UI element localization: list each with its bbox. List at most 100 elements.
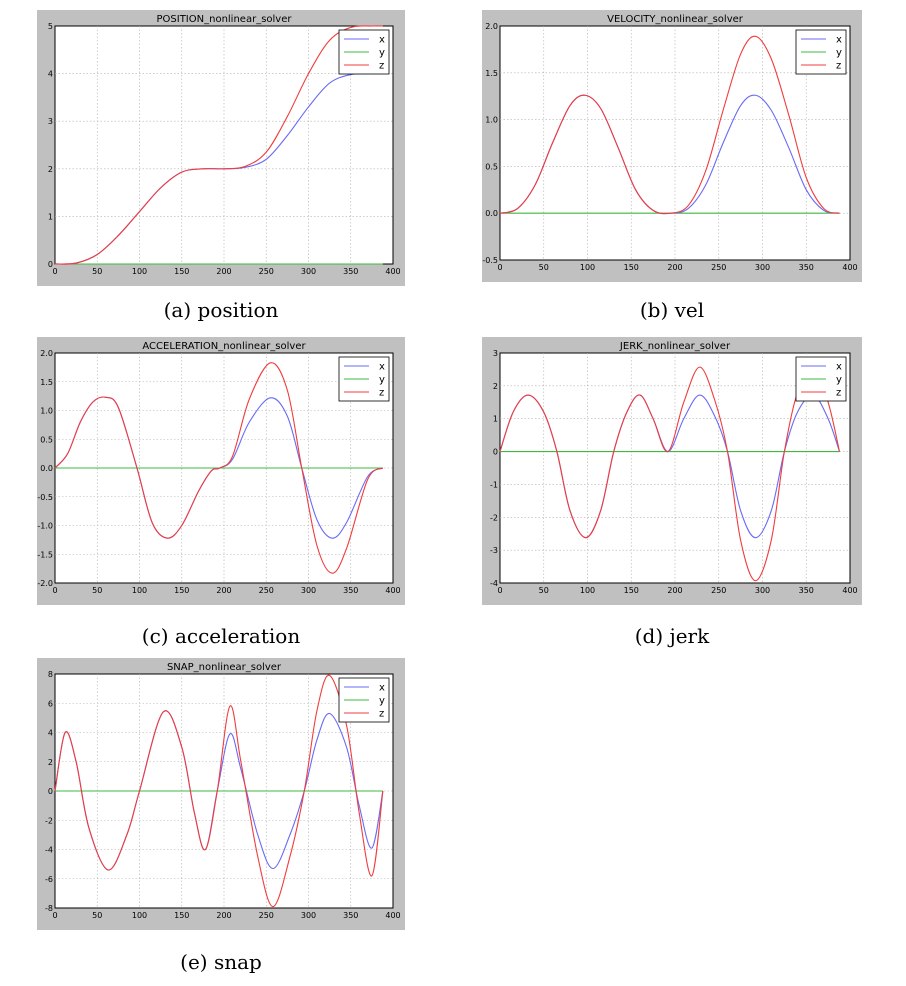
- x-tick-label: 150: [174, 586, 189, 595]
- panel-position: POSITION_nonlinear_solver 0 50 100 150 200 250…: [37, 10, 405, 286]
- x-tick-label: 250: [259, 911, 274, 920]
- y-tick-label: -3: [490, 546, 498, 555]
- x-tick-label: 350: [343, 586, 358, 595]
- series-line-z: [499, 366, 841, 582]
- y-tick-label: -6: [45, 875, 53, 884]
- y-tick-label: 6: [48, 699, 53, 708]
- x-tick-label: 100: [132, 267, 147, 276]
- y-tick-label: 2.0: [485, 22, 498, 31]
- chart-title: JERK_nonlinear_solver: [619, 341, 731, 352]
- x-tick-label: 400: [842, 586, 857, 595]
- x-tick-label: 100: [132, 911, 147, 920]
- y-tick-label: 0.0: [40, 464, 53, 473]
- x-tick-label: 50: [539, 586, 549, 595]
- y-tick-label: 1.0: [485, 116, 498, 125]
- y-tick-label: 5: [48, 22, 53, 31]
- x-tick-label: 0: [52, 911, 57, 920]
- y-tick-label: -4: [490, 579, 498, 588]
- acceleration-chart: ACCELERATION_nonlinear_solver 0 50 100 150 20…: [37, 337, 405, 605]
- x-tick-label: 100: [132, 586, 147, 595]
- y-tick-label: 0: [493, 448, 498, 457]
- x-tick-label: 100: [580, 586, 595, 595]
- x-tick-label: 50: [92, 911, 102, 920]
- panel-jerk: JERK_nonlinear_solver 0 50 100 150 200 250 300 3…: [482, 337, 862, 605]
- legend-label-z: z: [379, 61, 384, 72]
- x-tick-label: 50: [539, 263, 549, 272]
- y-tick-label: 0.5: [485, 162, 498, 171]
- y-tick-label: -1.5: [37, 550, 53, 559]
- caption-acceleration: (c) acceleration: [141, 624, 301, 648]
- x-tick-label: 250: [711, 263, 726, 272]
- y-tick-label: -2: [45, 816, 53, 825]
- x-tick-label: 0: [52, 586, 57, 595]
- y-tick-label: 0.0: [485, 209, 498, 218]
- legend-label-y: y: [379, 375, 385, 386]
- panel-vel: VELOCITY_nonlinear_solver 0 50 100 150 200 250…: [482, 10, 862, 282]
- x-tick-label: 400: [385, 911, 400, 920]
- x-tick-label: 200: [216, 267, 231, 276]
- x-tick-label: 350: [799, 586, 814, 595]
- x-tick-label: 100: [580, 263, 595, 272]
- series-line-z: [54, 25, 383, 265]
- legend-label-z: z: [379, 388, 384, 399]
- legend-label-y: y: [836, 48, 842, 59]
- y-tick-label: -2.0: [37, 579, 53, 588]
- caption-jerk: (d) jerk: [634, 624, 710, 648]
- legend-label-y: y: [836, 375, 842, 386]
- y-tick-label: 1.0: [40, 407, 53, 416]
- chart-title: ACCELERATION_nonlinear_solver: [142, 341, 306, 352]
- x-tick-label: 150: [174, 267, 189, 276]
- y-tick-label: 3: [493, 349, 498, 358]
- legend-label-z: z: [836, 61, 841, 72]
- x-tick-label: 350: [343, 267, 358, 276]
- chart-title: VELOCITY_nonlinear_solver: [607, 14, 744, 25]
- x-tick-label: 400: [842, 263, 857, 272]
- x-tick-label: 400: [385, 267, 400, 276]
- x-tick-label: 300: [755, 263, 770, 272]
- y-tick-label: 3: [48, 117, 53, 126]
- y-tick-label: 0: [48, 260, 53, 269]
- x-tick-label: 300: [301, 586, 316, 595]
- legend-label-x: x: [379, 683, 385, 694]
- x-tick-label: 200: [216, 586, 231, 595]
- panel-acceleration: ACCELERATION_nonlinear_solver 0 50 100 150 20…: [37, 337, 405, 605]
- caption-snap: (e) snap: [180, 950, 262, 974]
- y-tick-label: 2: [493, 382, 498, 391]
- y-tick-label: 2: [48, 165, 53, 174]
- legend-label-x: x: [379, 362, 385, 373]
- chart-title: SNAP_nonlinear_solver: [167, 662, 282, 673]
- x-tick-label: 350: [343, 911, 358, 920]
- legend-label-z: z: [836, 388, 841, 399]
- y-tick-label: -2: [490, 513, 498, 522]
- y-tick-label: 0: [48, 787, 53, 796]
- x-tick-label: 50: [92, 267, 102, 276]
- x-tick-label: 250: [711, 586, 726, 595]
- legend-label-y: y: [379, 48, 385, 59]
- y-tick-label: 1.5: [485, 69, 498, 78]
- series-line-z: [499, 35, 840, 215]
- caption-position: (a) position: [163, 298, 279, 322]
- y-tick-label: -8: [45, 904, 53, 913]
- x-tick-label: 300: [301, 911, 316, 920]
- plot-area: [499, 352, 851, 584]
- y-tick-label: 1: [493, 415, 498, 424]
- snap-chart: SNAP_nonlinear_solver 0 50 100 150 200 250 300 3…: [37, 658, 405, 930]
- panel-snap: SNAP_nonlinear_solver 0 50 100 150 200 250 300 3…: [37, 658, 405, 930]
- x-tick-label: 350: [799, 263, 814, 272]
- x-tick-label: 0: [497, 586, 502, 595]
- legend-label-x: x: [379, 35, 385, 46]
- y-tick-label: -0.5: [482, 256, 498, 265]
- y-tick-label: 1.5: [40, 378, 53, 387]
- y-tick-label: 2.0: [40, 349, 53, 358]
- series-line-z: [54, 674, 384, 908]
- x-tick-label: 250: [259, 586, 274, 595]
- legend-label-x: x: [836, 35, 842, 46]
- x-tick-label: 150: [624, 586, 639, 595]
- caption-vel: (b) vel: [639, 298, 705, 322]
- x-tick-label: 250: [259, 267, 274, 276]
- y-tick-label: 0.5: [40, 435, 53, 444]
- x-tick-label: 200: [667, 263, 682, 272]
- y-tick-label: 4: [48, 70, 53, 79]
- y-tick-label: 8: [48, 670, 53, 679]
